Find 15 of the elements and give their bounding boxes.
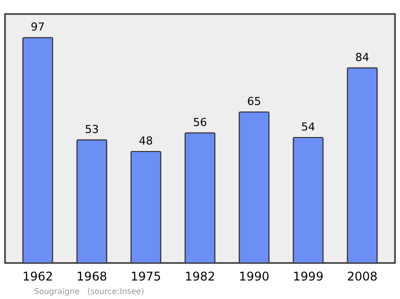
x-tick-label: 1962 bbox=[22, 270, 53, 284]
x-tick-label: 1990 bbox=[238, 270, 270, 284]
data-label: 56 bbox=[193, 116, 207, 129]
data-label: 54 bbox=[301, 120, 316, 134]
data-label: 84 bbox=[355, 50, 370, 64]
text: Sougraigne (source:Insee) bbox=[34, 287, 144, 296]
x-tick-label: 1982 bbox=[184, 270, 216, 284]
data-label: 97 bbox=[30, 20, 45, 34]
data-label: 65 bbox=[247, 95, 262, 108]
data-label: 48 bbox=[138, 134, 153, 148]
x-tick-label: 1999 bbox=[292, 270, 324, 284]
x-tick-label: 1968 bbox=[76, 270, 108, 284]
x-tick-label: 2008 bbox=[347, 270, 378, 284]
data-label: 53 bbox=[84, 122, 99, 136]
x-tick-label: 1975 bbox=[130, 270, 162, 284]
